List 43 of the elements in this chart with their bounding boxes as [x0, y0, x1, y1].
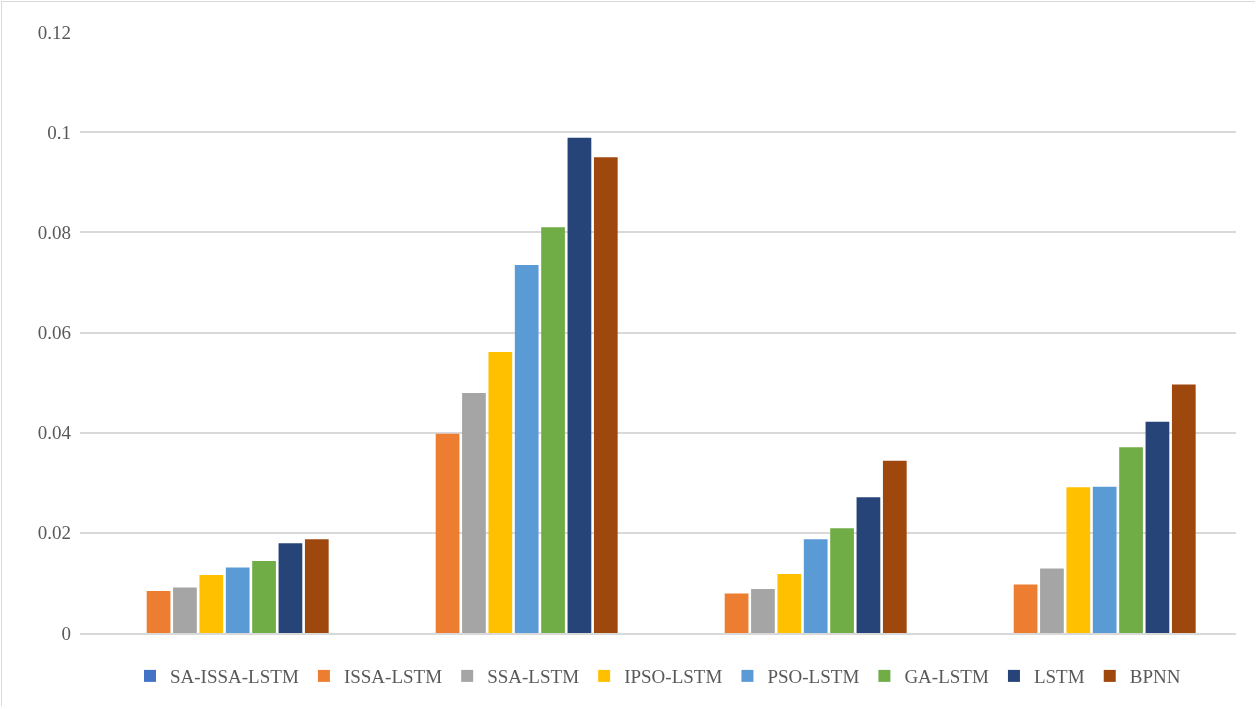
- bar: [252, 560, 276, 633]
- bar: [777, 573, 802, 633]
- bar: [435, 433, 460, 633]
- y-tick-label: 0.12: [37, 21, 71, 43]
- bar: [1171, 384, 1196, 633]
- bar: [1092, 486, 1117, 633]
- legend-label: IPSO-LSTM: [624, 666, 723, 688]
- legend-label: PSO-LSTM: [767, 666, 860, 688]
- bar: [173, 587, 197, 633]
- bar: [803, 539, 828, 633]
- bar: [1145, 421, 1170, 633]
- bar: [304, 539, 329, 633]
- bar: [567, 137, 592, 633]
- bar: [146, 590, 171, 633]
- bar: [724, 593, 749, 633]
- y-tick-label: 0.1: [47, 121, 71, 143]
- y-tick-label: 0: [61, 622, 71, 644]
- bar: [1119, 447, 1143, 633]
- bar: [541, 227, 565, 633]
- legend-label: BPNN: [1129, 666, 1181, 688]
- bar: [856, 497, 881, 633]
- bar: [751, 588, 775, 633]
- bar: [593, 157, 618, 633]
- bar: [488, 352, 513, 633]
- legend-label: SSA-LSTM: [487, 666, 580, 688]
- bar: [1013, 584, 1038, 633]
- legend-label: LSTM: [1033, 666, 1085, 688]
- bar: [882, 460, 907, 633]
- bar: [1040, 568, 1064, 633]
- y-tick-label: 0.02: [37, 522, 71, 544]
- y-tick-label: 0.08: [37, 221, 71, 243]
- bar: [1066, 487, 1091, 633]
- legend-label: ISSA-LSTM: [343, 666, 443, 688]
- y-tick-label: 0.04: [37, 422, 72, 444]
- legend-label: GA-LSTM: [904, 666, 989, 688]
- bar: [278, 543, 303, 633]
- bar: [225, 567, 250, 633]
- legend-label: SA-ISSA-LSTM: [170, 666, 299, 688]
- bar: [514, 264, 539, 633]
- y-tick-label: 0.06: [37, 322, 71, 344]
- bar: [830, 528, 854, 633]
- bar: [462, 393, 486, 633]
- bar: [199, 574, 224, 633]
